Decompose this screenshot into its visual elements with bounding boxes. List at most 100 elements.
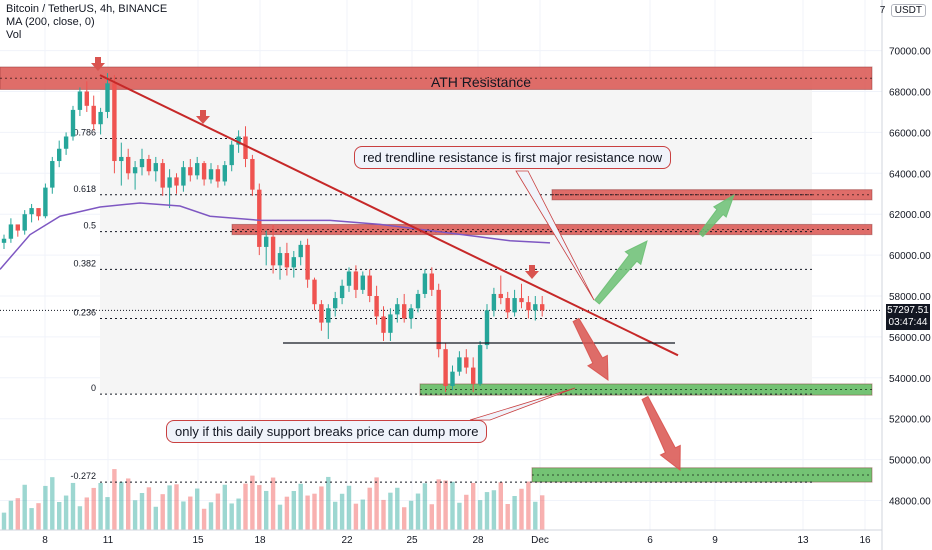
symbol-title: Bitcoin / TetherUS, 4h, BINANCE bbox=[6, 3, 168, 15]
volume-bar bbox=[195, 488, 200, 530]
volume-bar bbox=[84, 497, 89, 530]
candle-body bbox=[15, 224, 20, 231]
volume-bar bbox=[291, 491, 296, 530]
volume-bar bbox=[222, 484, 227, 530]
x-tick-label: 22 bbox=[341, 535, 353, 546]
candle-body bbox=[112, 83, 117, 162]
currency-selector[interactable]: 7 USDT bbox=[880, 4, 926, 17]
candle-body bbox=[236, 136, 241, 145]
candle-body bbox=[195, 163, 200, 176]
volume-bar bbox=[1, 512, 7, 530]
volume-bar bbox=[208, 502, 214, 530]
candle-body bbox=[105, 83, 110, 112]
ath-label: ATH Resistance bbox=[431, 74, 531, 90]
volume-bar bbox=[443, 480, 448, 530]
volume-bar bbox=[167, 485, 172, 530]
volume-bar bbox=[15, 498, 20, 530]
candle-body bbox=[139, 158, 145, 168]
y-tick-label: 68000.00 bbox=[889, 88, 931, 99]
trendline-callout[interactable]: red trendline resistance is first major … bbox=[354, 146, 672, 169]
candle-body bbox=[498, 293, 503, 299]
drawings bbox=[91, 57, 735, 472]
volume-indicator-label[interactable]: Vol bbox=[6, 29, 22, 41]
candle-body bbox=[477, 345, 483, 384]
volume-bar bbox=[353, 503, 359, 530]
x-tick-label: 8 bbox=[42, 535, 48, 546]
volume-bar bbox=[153, 506, 158, 530]
volume-bar bbox=[422, 483, 428, 530]
fib-label: 0.618 bbox=[73, 184, 96, 194]
candle-body bbox=[98, 111, 103, 125]
candle-body bbox=[132, 167, 138, 174]
candle-body bbox=[201, 163, 207, 180]
y-tick-label: 54000.00 bbox=[889, 374, 931, 385]
candle-body bbox=[333, 298, 338, 309]
volume-bar bbox=[119, 481, 124, 530]
volume-bar bbox=[105, 497, 110, 530]
volume-bar bbox=[91, 487, 96, 530]
candle-body bbox=[174, 177, 179, 186]
candles bbox=[1, 73, 545, 393]
volume-bar bbox=[201, 508, 207, 530]
candle-body bbox=[36, 208, 41, 217]
x-tick-label: Dec bbox=[531, 535, 549, 546]
volume-bar bbox=[319, 486, 324, 530]
candle-body bbox=[153, 163, 158, 172]
volume-bar bbox=[533, 501, 538, 530]
down-marker-icon bbox=[200, 110, 206, 116]
volume-bar bbox=[305, 495, 310, 530]
candle-body bbox=[450, 371, 455, 386]
candle-body bbox=[264, 236, 269, 247]
volume-bar bbox=[98, 483, 103, 530]
volume-bar bbox=[339, 493, 345, 530]
volume-bars bbox=[1, 469, 545, 530]
volume-bar bbox=[512, 496, 517, 530]
volume-bar bbox=[326, 476, 331, 530]
y-tick-label: 70000.00 bbox=[889, 47, 931, 58]
support-callout[interactable]: only if this daily support breaks price … bbox=[166, 420, 488, 443]
volume-bar bbox=[22, 484, 27, 530]
candle-body bbox=[395, 304, 400, 315]
current-price: 57297.51 bbox=[887, 305, 929, 316]
volume-bar bbox=[484, 492, 490, 530]
candle-body bbox=[374, 296, 379, 317]
chart-header: Bitcoin / TetherUS, 4h, BINANCE MA (200,… bbox=[6, 3, 167, 42]
candle-body bbox=[484, 310, 490, 346]
candle-body bbox=[229, 144, 234, 166]
y-tick-label: 56000.00 bbox=[889, 333, 931, 344]
volume-bar bbox=[471, 482, 476, 530]
candle-body bbox=[381, 316, 386, 333]
down-marker-icon bbox=[91, 63, 105, 71]
volume-bar bbox=[112, 469, 117, 530]
arrow-down-icon bbox=[572, 317, 609, 381]
fib-levels: 0.786 0.618 0.5 0.382 0.236 0 -0.272 bbox=[0, 128, 882, 483]
down-marker-icon bbox=[95, 57, 101, 63]
volume-bar bbox=[381, 499, 386, 530]
volume-bar bbox=[174, 484, 179, 530]
x-tick-label: 6 bbox=[647, 535, 653, 546]
volume-bar bbox=[505, 504, 510, 530]
volume-bar bbox=[402, 507, 407, 530]
volume-bar bbox=[360, 499, 365, 530]
volume-bar bbox=[312, 493, 317, 530]
fib-label: 0.5 bbox=[83, 221, 96, 231]
volume-bar bbox=[70, 482, 76, 530]
volume-bar bbox=[215, 493, 221, 530]
volume-bar bbox=[160, 494, 165, 530]
down-marker-icon bbox=[529, 265, 535, 271]
volume-bar bbox=[126, 478, 131, 530]
volume-bar bbox=[146, 487, 152, 530]
volume-bar bbox=[229, 503, 234, 530]
y-tick-label: 48000.00 bbox=[889, 497, 931, 508]
y-tick-label: 60000.00 bbox=[889, 251, 931, 262]
ma-200 bbox=[0, 202, 551, 270]
bar-countdown: 03:47:44 bbox=[888, 317, 928, 328]
candle-body bbox=[429, 273, 434, 290]
candle-body bbox=[408, 308, 414, 319]
ma-indicator-label[interactable]: MA (200, close, 0) bbox=[6, 16, 95, 28]
volume-bar bbox=[270, 477, 276, 530]
volume-bar bbox=[491, 490, 497, 530]
volume-bar bbox=[457, 502, 462, 530]
volume-bar bbox=[519, 488, 524, 530]
